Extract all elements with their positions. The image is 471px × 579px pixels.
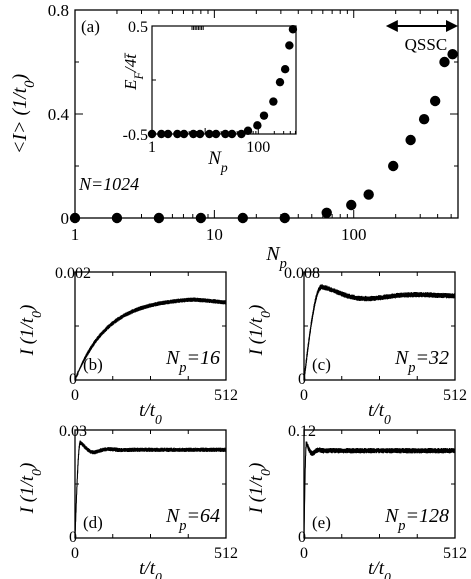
panel-b: 0 512 0 0.002 t/t0 I (1/t0) (b) Np=16 — [17, 265, 238, 427]
series-line — [74, 440, 227, 539]
x-tick-label: 512 — [214, 387, 238, 404]
inset-data-point — [179, 129, 189, 139]
data-point — [447, 49, 458, 60]
inset: 1 100 -0.5 0.5 Np EF/4t̄ — [121, 19, 298, 175]
inset-y-tick-label: 0.5 — [128, 19, 148, 36]
inset-data-point — [259, 111, 269, 120]
y-axis-label: <I> (1/t0) — [9, 74, 38, 155]
y-tick-label: 0.12 — [288, 423, 316, 440]
inset-data-point — [173, 129, 182, 139]
x-axis-label: t/t0 — [139, 400, 162, 427]
inset-data-point — [280, 65, 290, 74]
data-point — [279, 212, 290, 224]
panel-a: 1 10 100 0 0.4 0.8 Np <I> (1/t0) (a) N=1024 QSSC — [9, 1, 459, 272]
y-tick-label: 0.8 — [48, 1, 69, 20]
inset-y-tick-label: -0.5 — [123, 127, 148, 144]
x-tick-label: 512 — [443, 387, 467, 404]
panel-annotation: Np=64 — [165, 505, 220, 534]
data-point — [439, 56, 450, 68]
x-tick-label: 1 — [71, 225, 80, 244]
qssc-arrow-head-left — [385, 20, 398, 32]
inset-data-point — [195, 129, 205, 139]
data-point — [69, 212, 81, 224]
data-point — [321, 207, 332, 218]
x-axis-label: t/t0 — [139, 558, 162, 579]
panel-label: (c) — [312, 355, 331, 374]
annotation-n: N=1024 — [78, 174, 139, 194]
inset-data-point — [275, 77, 285, 87]
y-tick-label: 0 — [298, 371, 306, 388]
panel-e: 0 512 0 0.12 t/t0 I (1/t0) (e) Np=128 — [246, 423, 467, 579]
y-axis-label: I (1/t0) — [17, 463, 44, 515]
inset-data-point — [285, 41, 294, 50]
panel-d: 0 512 0 0.03 t/t0 I (1/t0) (d) Np=64 — [17, 423, 238, 579]
inset-data-point — [157, 129, 166, 139]
inset-data-point — [227, 129, 237, 139]
data-point — [346, 199, 357, 211]
x-axis-label: t/t0 — [368, 400, 391, 427]
x-tick-label: 0 — [71, 387, 79, 404]
x-tick-label: 512 — [443, 545, 467, 562]
data-point — [429, 95, 441, 107]
panel-label: (b) — [83, 355, 103, 374]
inset-data-point — [221, 129, 230, 139]
panel-annotation: Np=16 — [165, 347, 220, 376]
inset-data-point — [269, 97, 278, 106]
inset-x-axis-label: Np — [207, 148, 228, 175]
y-tick-label: 0 — [69, 371, 77, 388]
data-point — [405, 134, 416, 146]
inset-y-axis-label: EF/4t̄ — [121, 52, 146, 91]
data-point — [111, 212, 123, 224]
inset-data-point — [237, 129, 246, 139]
panel-label: (a) — [81, 17, 100, 36]
y-axis-label: I (1/t0) — [17, 305, 44, 357]
inset-data-point — [288, 25, 298, 34]
inset-data-point — [205, 129, 214, 139]
series-line — [303, 284, 456, 381]
x-tick-label: 100 — [341, 225, 367, 244]
x-axis-label: t/t0 — [368, 558, 391, 579]
data-point — [153, 212, 165, 224]
data-point — [363, 189, 374, 200]
data-point — [237, 212, 249, 224]
panel-label: (e) — [312, 513, 331, 532]
inset-x-tick-label: 1 — [148, 139, 156, 156]
qssc-label: QSSC — [405, 35, 448, 54]
panel-label: (d) — [83, 513, 103, 532]
y-tick-label: 0.03 — [59, 423, 87, 440]
x-tick-label: 512 — [214, 545, 238, 562]
y-tick-label: 0 — [298, 529, 306, 546]
panel-annotation: Np=32 — [394, 347, 449, 376]
inset-data-point — [253, 121, 262, 130]
data-point — [388, 160, 399, 172]
series-line — [303, 441, 456, 539]
y-tick-label: 0.002 — [55, 265, 91, 282]
x-tick-label: 0 — [71, 545, 79, 562]
inset-data-point — [211, 129, 221, 139]
qssc-arrow-head-right — [446, 20, 458, 32]
data-point — [195, 212, 207, 224]
inset-data-point — [189, 129, 198, 139]
data-point — [418, 114, 430, 125]
y-tick-label: 0 — [61, 209, 70, 228]
y-tick-label: 0.008 — [284, 265, 320, 282]
x-tick-label: 0 — [300, 545, 308, 562]
y-axis-label: I (1/t0) — [246, 463, 273, 515]
x-tick-label: 10 — [206, 225, 223, 244]
panel-c: 0 512 0 0.008 t/t0 I (1/t0) (c) Np=32 — [246, 265, 467, 427]
panel-annotation: Np=128 — [384, 505, 449, 534]
series-line — [74, 297, 227, 381]
y-tick-label: 0 — [69, 529, 77, 546]
inset-data-point — [163, 129, 173, 139]
inset-data-point — [243, 126, 253, 135]
y-tick-label: 0.4 — [48, 105, 70, 124]
inset-data-point — [147, 129, 157, 139]
x-axis-label: Np — [265, 243, 287, 272]
inset-x-tick-label: 100 — [246, 139, 270, 156]
x-tick-label: 0 — [300, 387, 308, 404]
y-axis-label: I (1/t0) — [246, 305, 273, 357]
inset-frame — [151, 25, 297, 135]
